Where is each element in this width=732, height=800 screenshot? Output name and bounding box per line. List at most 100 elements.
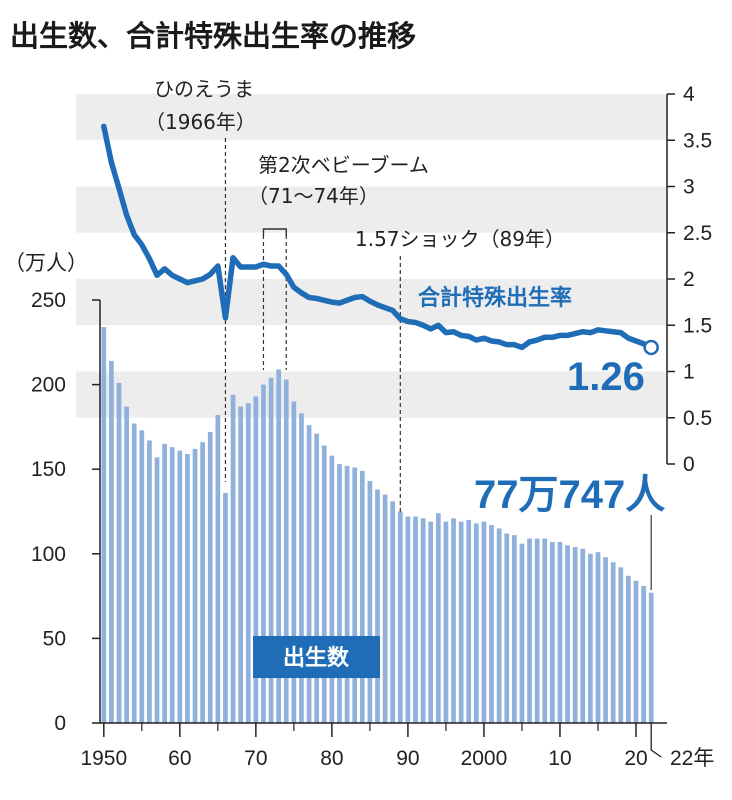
bar-2014 [588,553,593,723]
x-tick-90: 90 [396,747,419,770]
bar-2015 [595,552,601,723]
bar-2016 [603,557,608,723]
bar-1962 [192,448,198,723]
bar-1964 [207,431,213,723]
bar-1981 [337,464,342,723]
annotation-hinoeuma: ひのえうま [154,77,254,101]
x-tick-2000: 2000 [461,747,508,770]
bar-1952 [116,382,122,723]
bar-1968 [238,406,244,723]
bar-1967 [230,394,236,723]
tfr-series-line [101,123,654,351]
bar-1982 [344,465,350,723]
bar-1956 [147,440,152,723]
annotation-babyboom-years: （71～74年） [248,184,379,208]
bar-2004 [511,535,517,723]
bar-2011 [565,545,570,723]
births-label-box [253,636,380,678]
bar-1974 [283,379,289,723]
bar-1960 [177,450,183,723]
right-tick-3-5: 3.5 [683,129,712,152]
annotation-157-shock: 1.57ショック（89年） [355,227,565,251]
bar-1996 [451,518,456,723]
chart-title: 出生数、合計特殊出生率の推移 [10,19,416,53]
right-tick-0: 0 [683,453,695,476]
bar-2008 [542,538,548,723]
bar-2019 [626,575,631,723]
right-tick-2: 2 [683,268,695,291]
bar-2012 [572,547,578,723]
bar-2002 [496,528,502,723]
right-tick-3: 3 [683,176,695,199]
births-latest-value: 77万747人 [474,473,665,517]
left-axis-unit-label: （万人） [4,252,88,275]
grid-band-1 [76,186,667,233]
bar-1969 [245,403,251,723]
x-tick-60: 60 [168,747,191,770]
tfr-latest-value: 1.26 [567,355,645,399]
bar-1988 [390,501,396,723]
annotation-hinoeuma-year: （1966年） [145,110,256,134]
x-tick-70: 70 [244,747,267,770]
right-tick-4: 4 [683,83,695,106]
bar-2009 [550,541,555,723]
bar-1993 [428,521,434,723]
bar-1951 [109,360,114,723]
left-tick-250: 250 [31,289,66,312]
tfr-end-point [643,339,659,356]
grid-band-3 [76,371,667,418]
guide-babyboom-bracket [262,228,287,236]
bar-1954 [131,423,137,723]
bar-2003 [504,533,510,723]
bar-1975 [291,401,297,723]
bar-2022 [648,592,654,723]
bar-2013 [580,548,586,723]
x-axis-tick-marks [103,723,662,758]
bar-1980 [329,455,335,723]
right-tick-1: 1 [683,361,695,384]
births-series-label: 出生数 [283,645,350,671]
bar-2021 [641,585,646,723]
right-tick-0-5: 0.5 [683,407,712,430]
bar-1972 [268,377,274,723]
bar-1976 [299,413,304,723]
left-tick-100: 100 [31,543,66,566]
x-tick-80: 80 [320,747,343,770]
bar-1995 [443,521,449,723]
births-bars [101,327,654,723]
bar-1978 [314,433,320,723]
left-tick-50: 50 [43,627,66,650]
bar-2010 [557,541,563,723]
bar-1979 [321,445,327,723]
bar-1990 [405,516,411,723]
x-tick-20: 20 [624,747,647,770]
bar-1986 [375,489,380,723]
bar-1963 [200,442,205,723]
left-axis-tick-marks [92,299,100,724]
bar-2017 [610,562,616,723]
bar-1997 [458,521,464,723]
bar-1992 [420,518,426,723]
x-tick-mark-end [650,723,662,758]
tfr-grid-bands [76,94,667,418]
bar-1965 [215,415,221,723]
bar-1984 [359,470,365,723]
bar-1989 [397,511,403,723]
bar-1991 [413,516,418,723]
bar-1983 [352,467,358,723]
left-tick-200: 200 [31,374,66,397]
right-axis-tick-marks [667,93,675,465]
bar-1955 [139,430,145,723]
bar-2001 [489,525,494,723]
bar-2000 [481,521,487,723]
bar-2005 [519,543,525,723]
bar-1958 [162,443,167,723]
bar-1957 [154,457,160,723]
bar-1970 [253,396,259,723]
x-tick-10: 10 [548,747,571,770]
bar-1966 [223,492,228,723]
bar-1999 [473,523,479,723]
bar-1950 [101,327,107,723]
bar-1973 [276,369,282,723]
bar-1994 [435,513,441,723]
